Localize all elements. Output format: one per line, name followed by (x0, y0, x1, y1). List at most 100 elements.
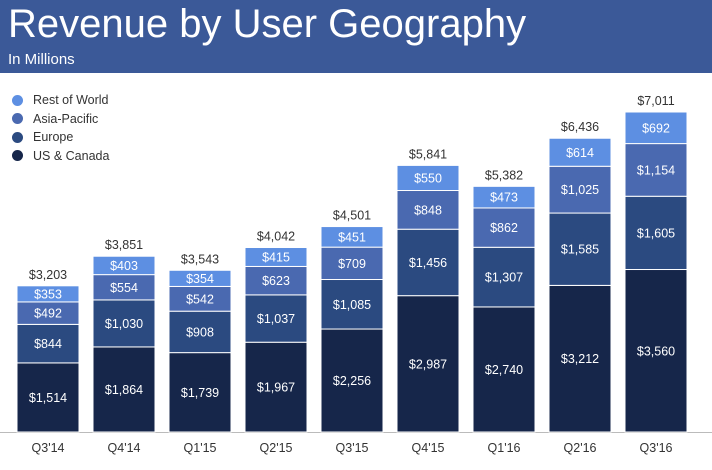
bar-segment (244, 341, 308, 433)
bar-segment (92, 274, 156, 301)
bar-segment (472, 246, 536, 308)
legend-swatch (12, 150, 23, 162)
legend-swatch (12, 94, 23, 106)
data-label: $403 (110, 259, 138, 273)
data-label: $542 (186, 292, 214, 306)
bar-segment (168, 310, 232, 354)
data-label: $1,605 (637, 226, 675, 240)
bar-segment (16, 285, 80, 303)
x-tick-label: Q1'15 (184, 441, 217, 455)
bar-segment (548, 165, 612, 214)
chart-title: Revenue by User Geography (8, 2, 527, 46)
bar-segment (244, 247, 308, 267)
x-tick-label: Q4'14 (108, 441, 141, 455)
bar-segment (244, 265, 308, 296)
bar-segment (168, 352, 232, 433)
bar-segment (548, 212, 612, 286)
data-label: $550 (414, 171, 442, 185)
bar-segment (168, 285, 232, 312)
legend-label: Asia-Pacific (33, 111, 99, 126)
data-label: $473 (490, 191, 518, 205)
bar-segment (168, 269, 232, 287)
bar-segment (624, 111, 688, 145)
total-label: $5,382 (485, 168, 523, 182)
x-tick-label: Q4'15 (412, 441, 445, 455)
bar-segment (548, 137, 612, 167)
bar-segment (320, 328, 384, 433)
data-label: $2,740 (485, 363, 523, 377)
legend-label: Europe (33, 130, 74, 145)
bar-segment (396, 190, 460, 230)
data-label: $862 (490, 221, 518, 235)
x-tick-label: Q3'15 (336, 441, 369, 455)
data-label: $2,256 (333, 374, 371, 388)
data-label: $709 (338, 257, 366, 271)
bar-segment (92, 255, 156, 276)
x-tick-label: Q3'16 (640, 441, 673, 455)
total-label: $5,841 (409, 147, 447, 161)
legend-item: US & Canada (12, 147, 109, 166)
x-tick-label: Q1'16 (488, 441, 521, 455)
data-label: $1,037 (257, 312, 295, 326)
data-label: $492 (34, 307, 62, 321)
total-label: $4,042 (257, 230, 295, 244)
data-label: $2,987 (409, 357, 447, 371)
bar-segment (396, 295, 460, 433)
legend-item: Europe (12, 128, 109, 147)
total-label: $7,011 (637, 94, 674, 108)
x-tick-label: Q2'16 (564, 441, 597, 455)
bar-segment (472, 207, 536, 248)
data-label: $1,025 (561, 183, 599, 197)
data-label: $1,585 (561, 243, 599, 257)
legend: Rest of World Asia-Pacific Europe US & Cana… (12, 91, 109, 165)
data-label: $354 (186, 272, 214, 286)
bar-segment (396, 228, 460, 297)
data-label: $451 (338, 230, 366, 244)
data-label: $848 (414, 203, 442, 217)
total-label: $6,436 (561, 120, 599, 134)
data-label: $415 (262, 250, 290, 264)
bar-segment (472, 185, 536, 209)
chart-subtitle: In Millions (8, 51, 75, 68)
total-label: $3,851 (105, 238, 143, 252)
total-label: $4,501 (333, 209, 371, 223)
legend-swatch (12, 113, 23, 125)
legend-item: Rest of World (12, 91, 109, 110)
data-label: $3,560 (637, 344, 675, 358)
data-label: $1,085 (333, 298, 371, 312)
bar-segment (472, 306, 536, 433)
legend-item: Asia-Pacific (12, 110, 109, 129)
data-label: $908 (186, 325, 214, 339)
x-tick-label: Q2'15 (260, 441, 293, 455)
bar-segment (624, 269, 688, 433)
bar-segment (92, 346, 156, 433)
data-label: $1,739 (181, 386, 219, 400)
bar-segment (624, 195, 688, 271)
legend-label: Rest of World (33, 93, 109, 108)
legend-swatch (12, 131, 23, 143)
data-label: $844 (34, 337, 62, 351)
data-label: $3,212 (561, 352, 599, 366)
data-label: $623 (262, 274, 290, 288)
bar-segment (244, 294, 308, 343)
bar-segment (92, 299, 156, 348)
data-label: $554 (110, 281, 138, 295)
data-label: $353 (34, 287, 62, 301)
legend-label: US & Canada (33, 148, 110, 163)
data-label: $1,967 (257, 381, 295, 395)
x-tick-label: Q3'14 (32, 441, 65, 455)
total-label: $3,203 (29, 268, 67, 282)
data-label: $1,154 (637, 163, 675, 177)
data-label: $692 (642, 121, 670, 135)
bar-segment (396, 164, 460, 192)
bar-segment (16, 362, 80, 433)
data-label: $1,864 (105, 383, 143, 397)
data-label: $1,456 (409, 256, 447, 270)
data-label: $614 (566, 146, 594, 160)
data-label: $1,030 (105, 317, 143, 331)
data-label: $1,514 (29, 391, 67, 405)
data-label: $1,307 (485, 271, 523, 285)
total-label: $3,543 (181, 252, 219, 266)
header-banner: Revenue by User Geography In Millions (0, 0, 712, 73)
